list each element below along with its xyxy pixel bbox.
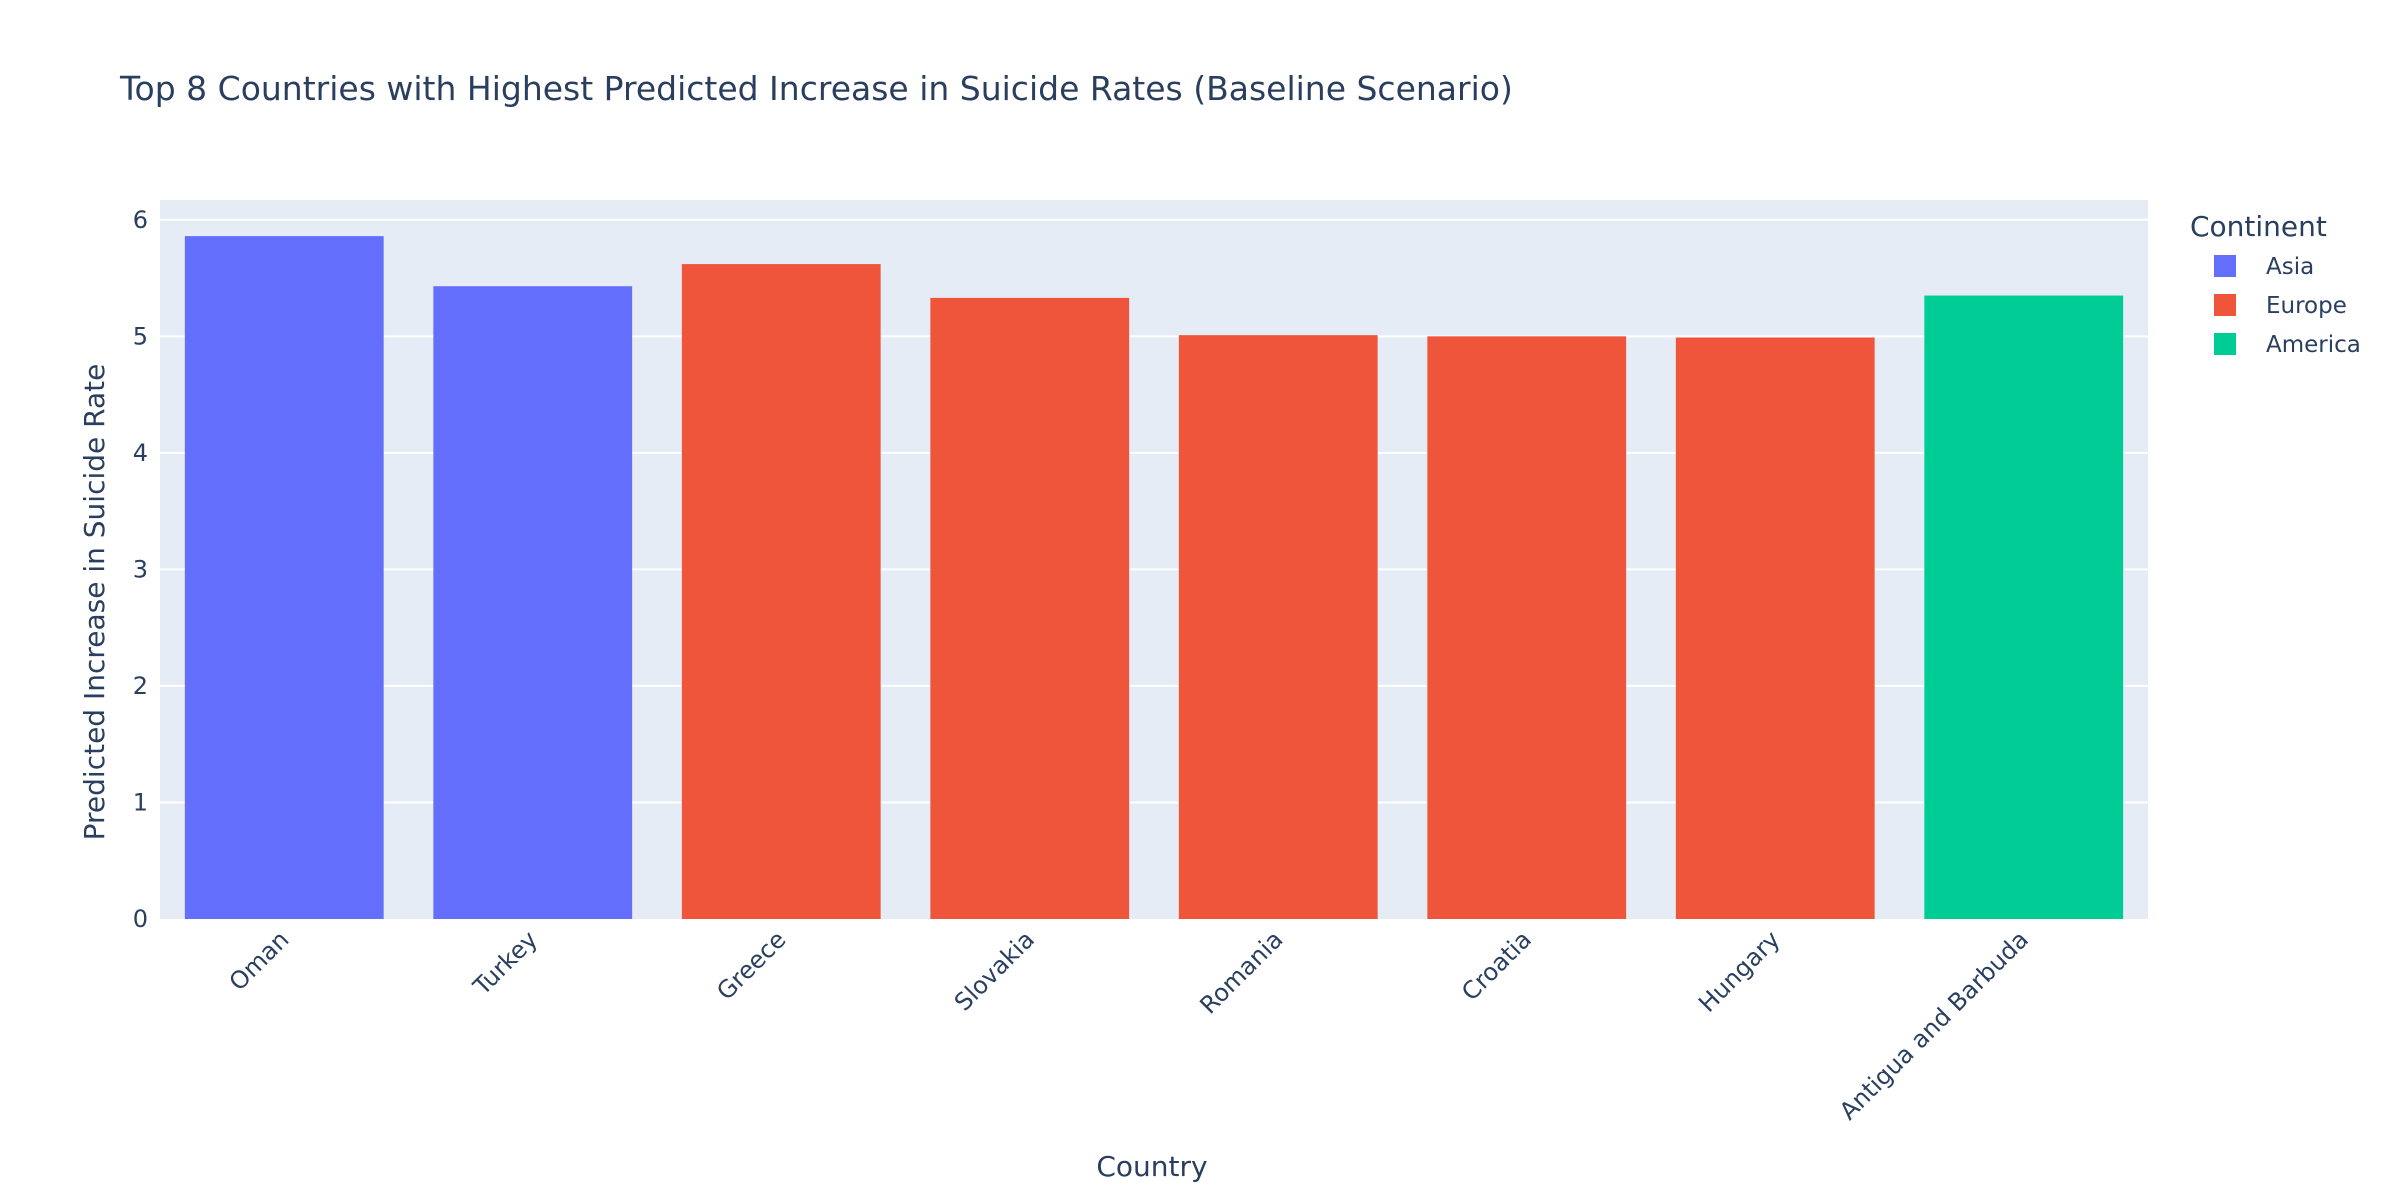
bar (1675, 337, 1875, 919)
bar (930, 297, 1130, 919)
bar (184, 236, 384, 919)
y-axis-ticks: 0 1 2 3 4 5 6 (133, 206, 148, 933)
legend-label: Asia (2266, 254, 2314, 280)
legend-swatch (2214, 255, 2236, 277)
y-tick-label: 0 (133, 905, 148, 933)
x-tick-label: Romania (1194, 925, 1288, 1019)
x-tick-label: Oman (224, 925, 295, 996)
x-tick-label: Croatia (1456, 925, 1537, 1006)
legend: Continent Asia Europe America (2190, 210, 2361, 358)
y-tick-label: 4 (133, 439, 148, 467)
chart-title: Top 8 Countries with Highest Predicted I… (119, 69, 1513, 108)
legend-swatch (2214, 294, 2236, 316)
x-axis-ticks: Oman Turkey Greece Slovakia Romania Croatia Hu… (224, 925, 2034, 1125)
y-axis-title: Predicted Increase in Suicide Rate (78, 364, 111, 841)
bar (1427, 336, 1627, 919)
legend-label: America (2266, 332, 2361, 358)
legend-label: Europe (2266, 293, 2347, 319)
x-axis-title: Country (1096, 1150, 1207, 1183)
bar (1178, 335, 1378, 920)
y-tick-label: 2 (133, 672, 148, 700)
y-tick-label: 5 (133, 322, 148, 350)
x-tick-label: Turkey (467, 925, 543, 1001)
y-tick-label: 3 (133, 555, 148, 583)
x-tick-label: Antigua and Barbuda (1834, 925, 2034, 1125)
x-tick-label: Slovakia (949, 925, 1040, 1016)
legend-swatch (2214, 333, 2236, 355)
bar (433, 286, 633, 919)
x-tick-label: Greece (711, 925, 791, 1005)
y-tick-label: 1 (133, 788, 148, 816)
y-tick-label: 6 (133, 206, 148, 234)
bar (1924, 295, 2124, 919)
bar (681, 264, 881, 919)
x-tick-label: Hungary (1693, 925, 1785, 1017)
bars (184, 236, 2124, 920)
legend-title: Continent (2190, 210, 2327, 243)
